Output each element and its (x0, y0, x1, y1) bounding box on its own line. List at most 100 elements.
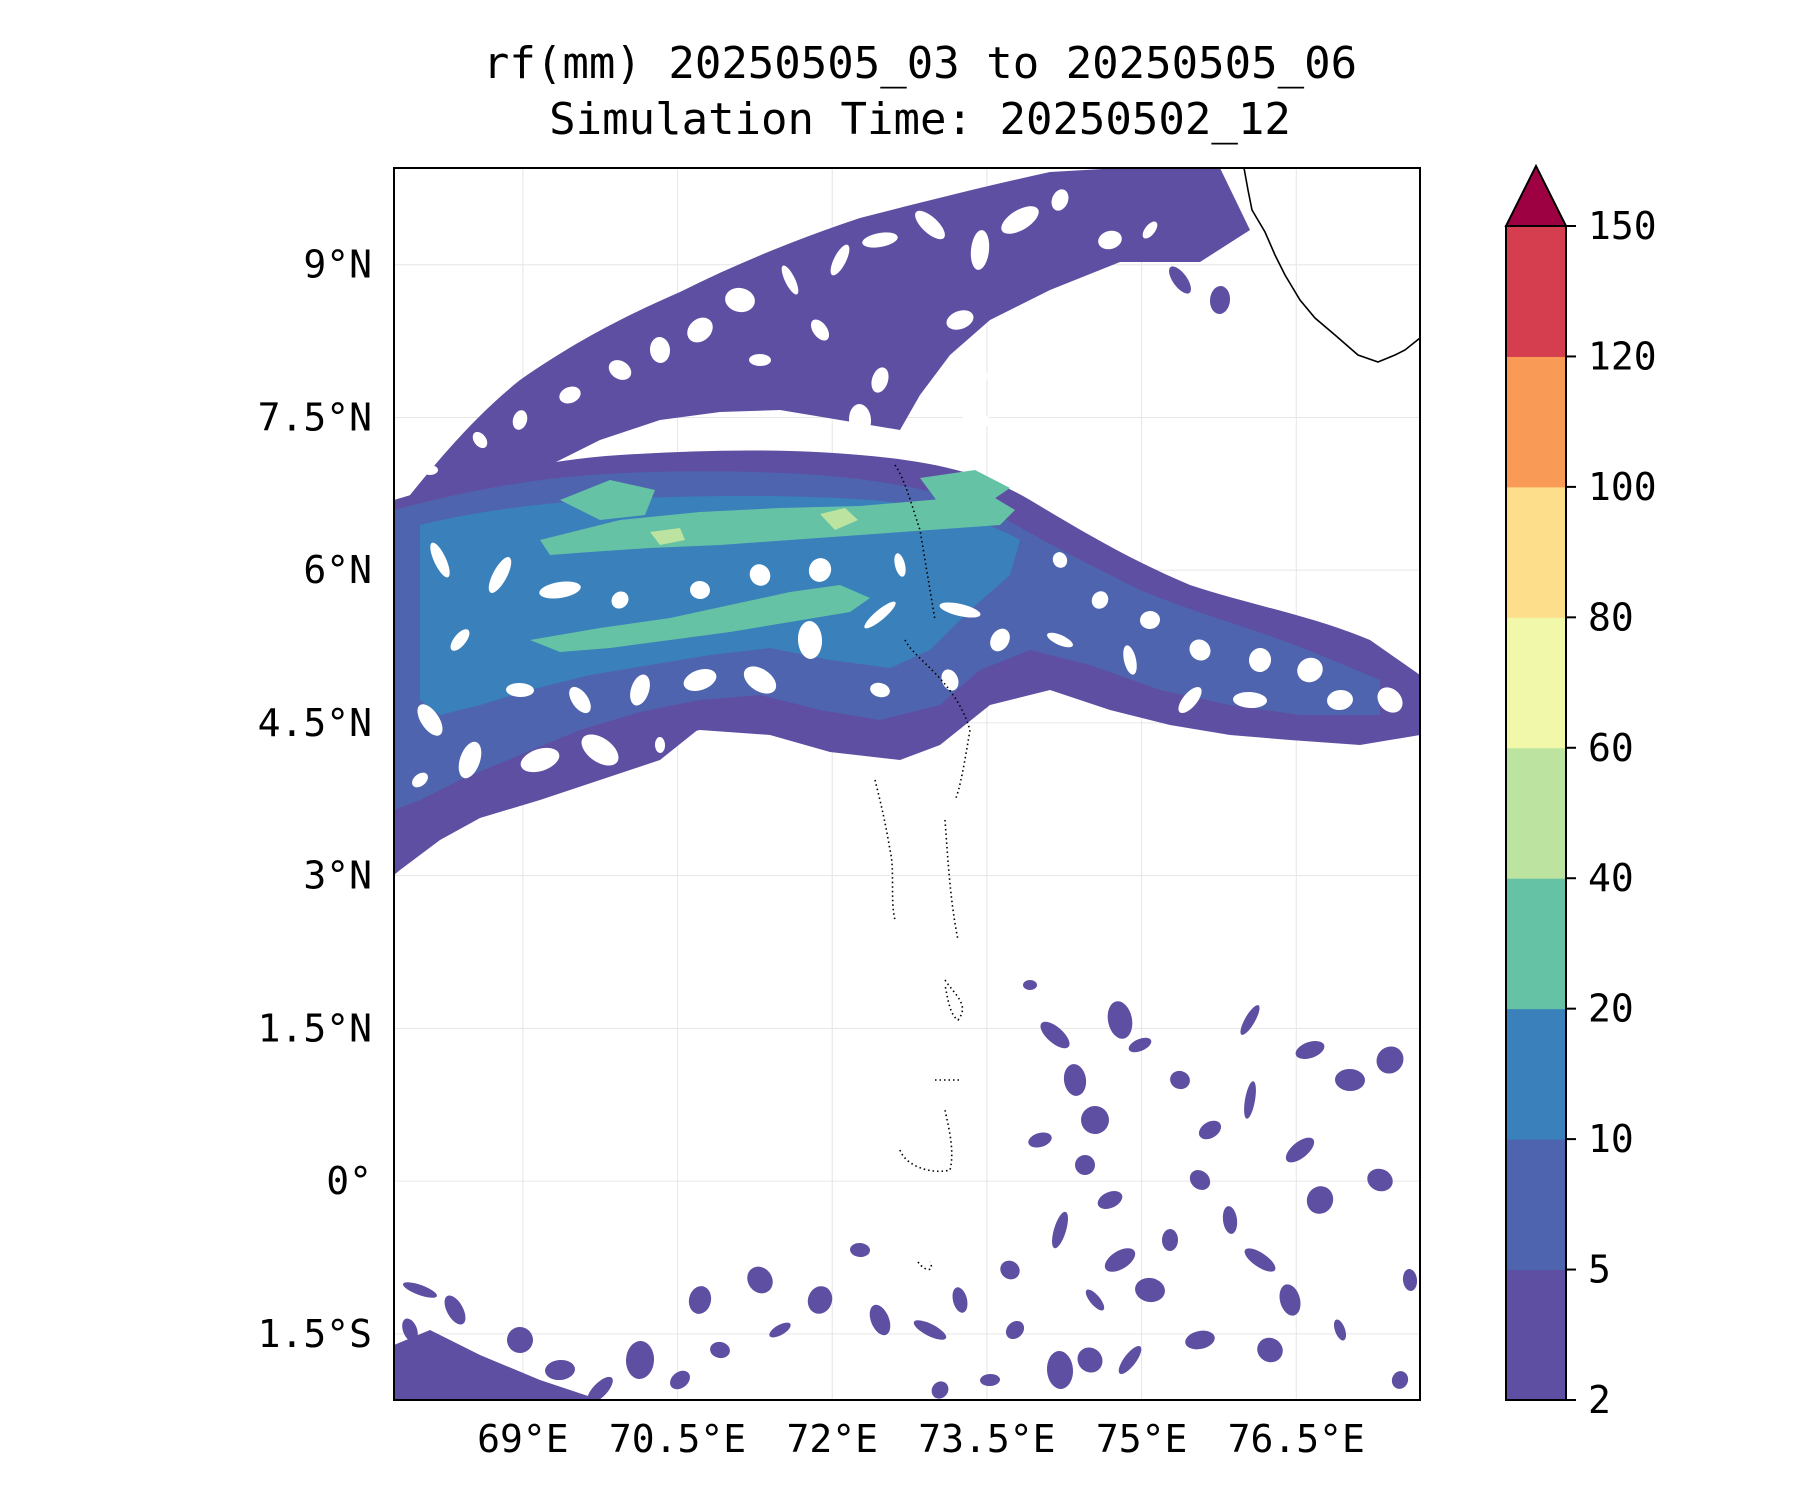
rain-cell (1185, 1330, 1215, 1350)
rain-gap (417, 704, 443, 736)
rain-cell (1244, 1081, 1256, 1119)
y-tick-label: 4.5°N (258, 701, 372, 745)
rain-gap (458, 741, 482, 779)
rain-cell (869, 1304, 891, 1336)
colorbar-extend-arrow (1504, 163, 1568, 227)
rain-core-lower (530, 585, 870, 652)
rain-gap (649, 337, 671, 363)
rain-gap (1248, 648, 1272, 672)
map-plot-area (393, 167, 1421, 1401)
rain-gap (512, 410, 528, 430)
rain-cell (1367, 1168, 1393, 1192)
colorbar-tick-label: 40 (1588, 856, 1634, 900)
rain-cell (670, 1370, 690, 1390)
rain-gap (1233, 691, 1267, 709)
rain-gap (422, 465, 438, 475)
rain-gap (725, 287, 755, 313)
rain-gap (1098, 230, 1122, 250)
rain-band-gaps (412, 189, 1403, 788)
rain-core-patch-1 (560, 480, 655, 520)
rain-cell (952, 1287, 968, 1313)
rain-gap (743, 666, 777, 694)
rain-gap (690, 580, 710, 600)
y-tick-label: 1.5°N (258, 1006, 372, 1050)
colorbar-tick-label: 5 (1588, 1248, 1611, 1292)
colorbar: 2 5 10 20 40 60 80 100 120 150 (1504, 163, 1657, 1422)
rain-gap (962, 413, 998, 427)
map-title: rf(mm) 20250505_03 to 20250505_06 Simula… (340, 36, 1500, 148)
rain-gap (946, 310, 974, 330)
rain-cell (1170, 1070, 1190, 1090)
rain-cell (1005, 1320, 1025, 1340)
rain-gap (808, 558, 832, 582)
scattered-rain-cells (394, 199, 1418, 1400)
rain-cell (931, 1381, 949, 1399)
rain-cell (710, 1341, 730, 1359)
x-tick-label: 76.5°E (1228, 1417, 1365, 1461)
rain-gap (970, 230, 990, 270)
colorbar-segment (1506, 226, 1566, 357)
x-tick-label: 69°E (477, 1417, 569, 1461)
y-tick-label: 9°N (303, 243, 372, 287)
rain-cell (1244, 1248, 1276, 1272)
rain-cell (1081, 199, 1099, 221)
rain-cell (807, 1286, 833, 1314)
island-outlines (874, 464, 971, 1271)
colorbar-segment (1506, 617, 1566, 749)
rain-gap (1052, 552, 1068, 568)
rain-cell (444, 1295, 466, 1325)
colorbar-tick-label: 100 (1588, 465, 1657, 509)
rain-gap (472, 431, 488, 449)
rain-gap (749, 353, 771, 367)
colorbar-segment (1506, 1008, 1566, 1140)
colorbar-segment (1506, 356, 1566, 488)
rain-cell (1104, 1248, 1136, 1272)
rain-cell (1075, 1155, 1095, 1175)
rain-cell (1135, 1277, 1165, 1303)
rain-cell (1052, 1211, 1068, 1249)
x-tick-label: 70.5°E (609, 1417, 746, 1461)
rain-cell (507, 1327, 533, 1353)
rain-cell (1335, 1068, 1365, 1092)
rain-cell (1028, 1132, 1052, 1148)
colorbar-tick-label: 80 (1588, 595, 1634, 639)
rain-cell (1198, 1120, 1222, 1140)
rain-gap (810, 319, 830, 341)
rain-band-southwest-corner (394, 1330, 600, 1400)
rain-cell (545, 1359, 575, 1381)
rain-cell (1189, 1170, 1211, 1190)
rain-gap (506, 682, 534, 698)
rain-gap (1327, 689, 1353, 711)
rain-gap (1377, 687, 1403, 713)
rain-gap (1001, 206, 1039, 234)
rain-gap (986, 368, 1014, 392)
colorbar-segment (1506, 1269, 1566, 1401)
rain-gap (870, 682, 890, 698)
rain-gap (1142, 221, 1158, 239)
rain-cell (1306, 1186, 1334, 1214)
rain-gap (848, 404, 872, 436)
rain-cell (1128, 1037, 1152, 1053)
rain-gap (990, 628, 1010, 652)
y-tick-label: 1.5°S (258, 1312, 372, 1356)
rain-gap (608, 360, 632, 380)
rain-cell (1085, 1289, 1105, 1311)
rain-gap (862, 232, 898, 248)
rain-gap (611, 591, 629, 609)
x-axis-ticks: 69°E 70.5°E 72°E 73.5°E 75°E 76.5°E (477, 1417, 1365, 1461)
rain-gap (581, 734, 619, 766)
rain-gap (1123, 645, 1137, 675)
rain-cell (1040, 1021, 1070, 1049)
rain-gap (781, 265, 799, 295)
colorbar-segment (1506, 878, 1566, 1010)
colorbar-frame (1505, 225, 1567, 1401)
rain-cell (1391, 1371, 1409, 1389)
rain-cell (1112, 225, 1148, 255)
y-tick-label: 0° (326, 1159, 372, 1203)
rain-gap (894, 553, 906, 577)
colorbar-tick-label: 2 (1588, 1378, 1611, 1422)
rain-cell (625, 1341, 655, 1379)
rain-gap (941, 669, 959, 691)
rain-gap (1189, 639, 1211, 661)
rain-gap (630, 674, 650, 706)
